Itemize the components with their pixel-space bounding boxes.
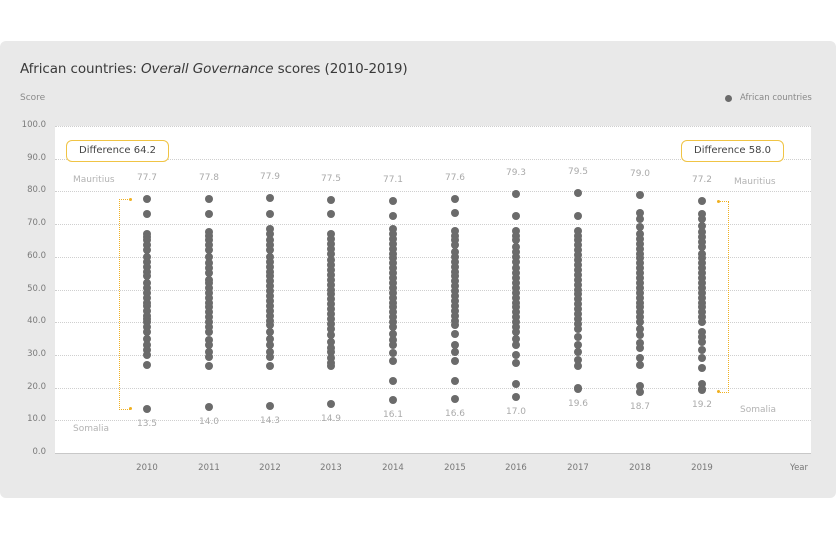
gridline bbox=[55, 224, 811, 226]
gridline bbox=[55, 126, 811, 127]
legend-dot-icon bbox=[725, 94, 732, 102]
x-tick-label: 2015 bbox=[444, 463, 466, 473]
chart-panel: African countries: Overall Governance sc… bbox=[0, 41, 836, 498]
y-tick-label: 10.0 bbox=[27, 414, 46, 425]
x-tick-label: 2016 bbox=[505, 463, 527, 473]
legend-label: African countries bbox=[740, 93, 812, 103]
x-tick-label: 2018 bbox=[629, 463, 651, 473]
plot-area bbox=[55, 126, 811, 454]
gridline bbox=[55, 289, 811, 291]
y-axis-label: Score bbox=[20, 93, 46, 103]
gridline bbox=[55, 354, 811, 356]
y-tick-label: 80.0 bbox=[27, 185, 46, 196]
y-tick-label: 100.0 bbox=[21, 120, 46, 130]
x-tick-label: 2012 bbox=[259, 463, 281, 473]
y-tick-label: 50.0 bbox=[27, 283, 46, 294]
y-tick-label: 20.0 bbox=[27, 381, 46, 392]
x-tick-label: 2013 bbox=[320, 463, 342, 473]
x-tick-label: 2017 bbox=[567, 463, 589, 473]
x-axis-label: Year bbox=[790, 463, 808, 473]
y-tick-label: 0.0 bbox=[32, 447, 46, 457]
gridline bbox=[55, 191, 811, 193]
x-tick-label: 2014 bbox=[382, 463, 404, 473]
y-tick-label: 90.0 bbox=[27, 152, 46, 163]
gridline bbox=[55, 158, 811, 160]
gridline bbox=[55, 420, 811, 422]
y-tick-label: 70.0 bbox=[27, 218, 46, 229]
y-tick-label: 60.0 bbox=[27, 250, 46, 261]
y-tick-label: 30.0 bbox=[27, 348, 46, 359]
x-tick-label: 2010 bbox=[136, 463, 158, 473]
gridline bbox=[55, 322, 811, 324]
gridline bbox=[55, 387, 811, 389]
gridline bbox=[55, 256, 811, 258]
y-tick-label: 40.0 bbox=[27, 316, 46, 327]
chart-title: African countries: Overall Governance sc… bbox=[20, 61, 408, 77]
legend: African countries bbox=[725, 93, 812, 103]
x-tick-label: 2011 bbox=[198, 463, 220, 473]
x-tick-label: 2019 bbox=[691, 463, 713, 473]
